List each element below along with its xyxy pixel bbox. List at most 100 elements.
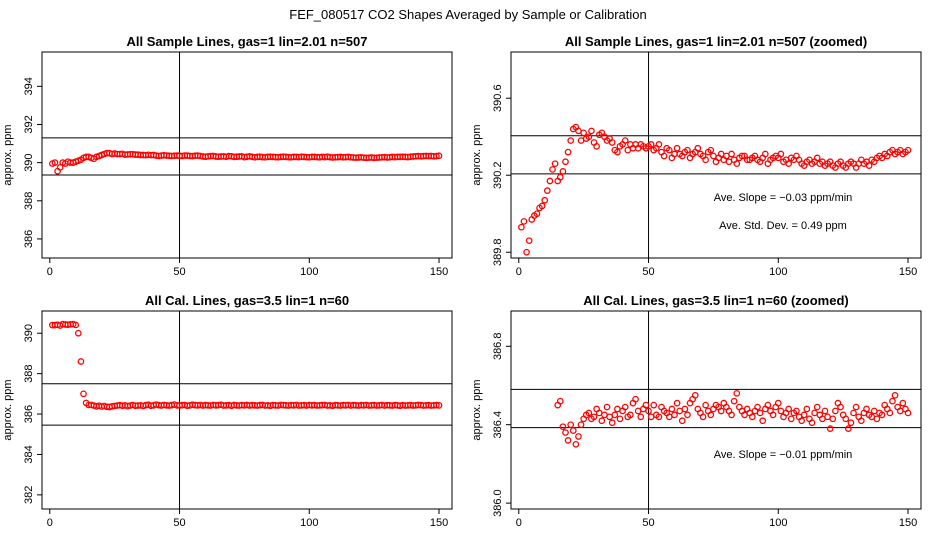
y-tick-label: 388 [23,364,35,382]
data-point [891,391,899,399]
data-point [655,141,663,148]
data-point [546,177,554,185]
data-point [616,415,624,423]
data-point [702,156,709,164]
x-tick-label: 0 [47,517,53,529]
x-tick-label: 50 [642,517,654,529]
data-point [564,437,572,444]
data-point [889,397,896,405]
data-point [556,397,564,405]
data-point [754,403,761,411]
x-tick-label: 100 [769,266,787,278]
data-point [671,411,678,419]
data-point [857,417,865,425]
data-point [886,409,894,417]
data-point [538,202,546,210]
data-point [865,162,873,169]
data-point [647,141,655,148]
data-point [844,425,852,432]
data-point [684,146,691,154]
y-axis-label: approx. ppm [2,379,14,440]
data-point [569,427,577,434]
y-tick-label: 382 [23,486,35,504]
annotation-1: Ave. Std. Dev. = 0.49 ppm [719,220,847,232]
data-point [543,187,551,194]
y-axis-label: approx. ppm [2,124,14,185]
data-point [80,390,87,398]
annotation-0: Ave. Slope = −0.01 ppm/min [714,449,853,461]
data-point [787,415,795,423]
panel-title: All Cal. Lines, gas=3.5 lin=1 n=60 (zoom… [583,293,849,308]
data-point [777,150,785,158]
data-point [748,413,756,421]
x-tick-label: 50 [173,517,185,529]
data-point [826,425,834,432]
x-tick-label: 100 [769,517,787,529]
data-point [549,166,556,173]
data-point [694,144,702,152]
data-point [852,403,860,411]
data-point [904,146,912,154]
x-tick-label: 150 [430,266,448,278]
data-point [813,154,821,162]
data-point [728,411,735,419]
y-tick-label: 386 [23,230,35,248]
data-point [717,407,725,415]
data-point [793,407,800,415]
data-point [433,401,440,409]
data-point [707,146,715,154]
data-point [621,403,629,411]
data-point [541,196,549,204]
y-tick-label: 390 [23,324,35,342]
data-point [614,148,621,156]
data-point [800,411,808,419]
data-point [655,413,663,421]
data-point [520,218,528,225]
panel-title: All Cal. Lines, gas=3.5 lin=1 n=60 [145,293,349,308]
data-point [642,401,650,409]
x-tick-label: 50 [173,266,185,278]
data-point [433,152,440,160]
panel-title: All Sample Lines, gas=1 lin=2.01 n=507 (… [565,34,867,49]
x-tick-label: 50 [642,266,654,278]
data-point [556,173,564,181]
data-point [632,395,639,403]
data-point [681,405,689,413]
x-tick-label: 150 [430,517,448,529]
y-tick-label: 386.0 [492,489,504,517]
data-point [627,411,634,419]
data-point [678,417,686,425]
y-tick-label: 392 [23,115,35,133]
data-point [590,413,598,421]
data-point [691,391,699,399]
data-point [899,399,907,407]
plot-frame [510,51,922,259]
data-point [733,389,741,397]
data-point [878,411,886,419]
data-point [645,407,652,415]
data-point [585,409,593,417]
data-point [593,142,600,150]
data-point [551,160,559,168]
data-point [621,137,629,144]
data-point [572,440,580,448]
data-point [562,158,569,166]
y-tick-label: 390 [23,153,35,171]
data-point [637,413,645,421]
data-point [759,417,767,425]
data-point [525,237,533,245]
y-axis-label: approx. ppm [471,124,483,185]
plot-frame [41,51,453,259]
data-point [832,407,839,415]
data-point [665,146,673,154]
plot-frame [41,310,453,510]
data-point [756,409,764,417]
data-point [829,415,837,423]
data-point [821,407,829,415]
y-tick-label: 394 [23,77,35,95]
x-tick-label: 0 [516,266,522,278]
data-point [559,168,567,175]
data-point [673,399,681,407]
x-tick-label: 100 [300,266,318,278]
data-point [660,152,668,160]
